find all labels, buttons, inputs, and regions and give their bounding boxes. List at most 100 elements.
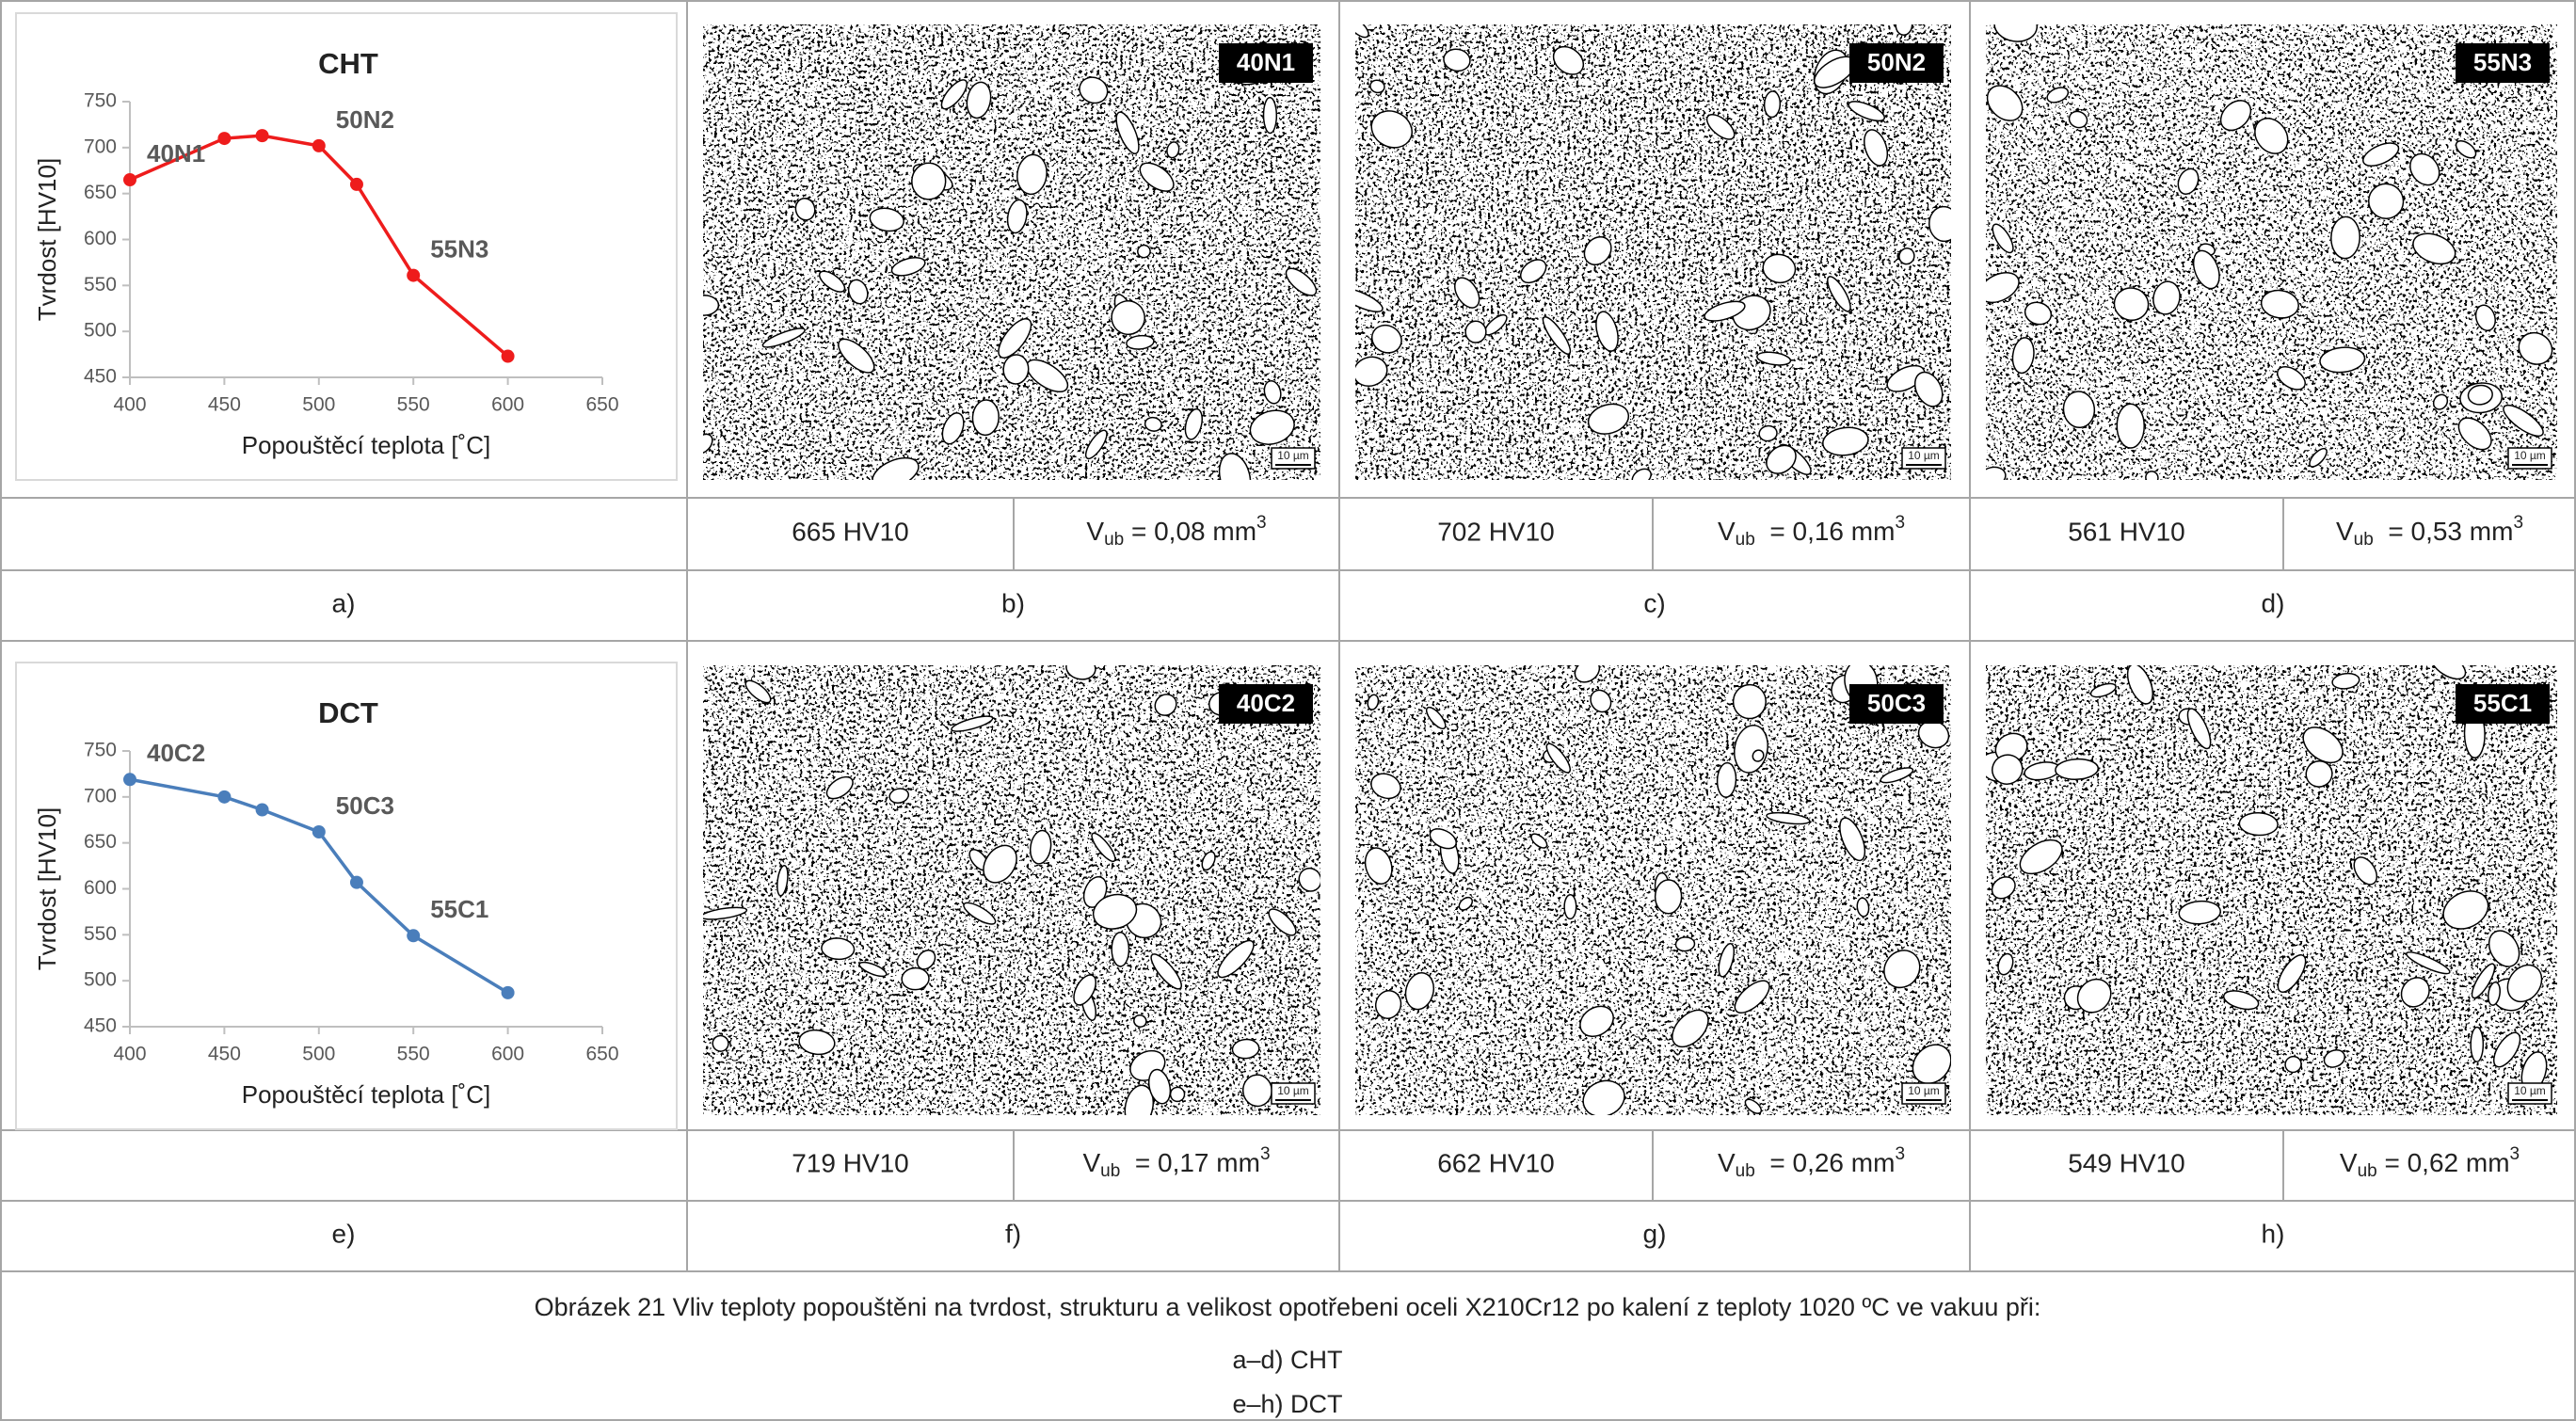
figure: a)40N110 µm665 HV10Vub = 0,08 mm3b)50N21… [0,0,2576,1421]
micrograph: 55N310 µm [1975,7,2558,489]
wear-volume: Vub = 0,17 mm3 [1082,1144,1270,1181]
y-tick-label: 550 [84,274,117,295]
panel-letter: g) [1643,1219,1667,1248]
wear-volume: Vub = 0,26 mm3 [1718,1144,1905,1181]
y-tick-label: 750 [84,90,117,112]
y-tick-label: 450 [84,1015,117,1037]
data-point [312,825,326,838]
data-point [502,986,515,999]
sample-tag: 55N3 [2456,43,2550,83]
data-point [502,350,515,363]
x-axis-title: Popouštěcí teplota [˚C] [242,431,490,459]
panel-letter: a) [332,588,356,617]
micrograph: 55C1 10 µm [1976,647,2557,1115]
y-axis-title: Tvrdost [HV10] [33,158,61,321]
x-tick-label: 600 [491,394,524,416]
point-annotation: 55C1 [430,895,488,923]
x-tick-label: 500 [302,394,335,416]
y-tick-label: 650 [84,182,117,203]
wear-text: = 0,26 mm [1755,1148,1896,1177]
wear-symbol: V [1082,1148,1100,1177]
scale-bar-label: 10 µm [1277,1084,1309,1097]
y-tick-label: 600 [84,228,117,249]
wear-text: = 0,08 mm [1124,517,1256,546]
x-tick-label: 450 [208,1044,241,1065]
wear-symbol: V [1086,517,1104,546]
wear-superscript: 3 [2510,1144,2520,1164]
data-point [123,773,136,786]
hardness: 665 HV10 [792,517,909,546]
point-annotation: 50C3 [336,791,394,820]
x-tick-label: 550 [397,394,430,416]
carbide [911,162,947,200]
wear-text: = 0,62 mm [2377,1148,2510,1177]
wear-subscript: ub [2354,530,2374,550]
caption-line: e–h) DCT [1232,1390,1342,1418]
data-point [256,129,269,142]
scale-bar-label: 10 µm [1908,449,1940,462]
point-annotation: 50N2 [336,105,394,134]
x-tick-label: 400 [113,394,146,416]
micrograph-texture [703,665,1320,1115]
wear-subscript: ub [2358,1161,2377,1181]
x-tick-label: 450 [208,394,241,416]
carbide [1263,98,1276,134]
carbide [1564,895,1576,919]
wear-superscript: 3 [2513,513,2523,533]
wear-subscript: ub [1104,530,1124,550]
wear-text: = 0,53 mm [2374,517,2514,546]
hardness: 662 HV10 [1437,1148,1555,1177]
panel-letter: e) [332,1219,356,1248]
scale-bar-label: 10 µm [2514,1084,2546,1097]
y-tick-label: 650 [84,831,117,853]
wear-volume: Vub = 0,16 mm3 [1718,513,1905,550]
sample-tag: 55C1 [2456,684,2550,724]
micrograph-texture [1355,665,1951,1115]
sample-tag-text: 50C3 [1867,689,1926,717]
hardness: 549 HV10 [2068,1148,2185,1177]
carbide [902,967,930,990]
wear-superscript: 3 [1895,513,1905,533]
data-point [123,173,136,186]
sample-tag: 50C3 [1849,684,1944,724]
micrograph-texture [703,24,1320,480]
scale-bar-label: 10 µm [1908,1084,1940,1097]
x-axis-title: Popouštěcí teplota [˚C] [242,1080,490,1109]
y-tick-label: 550 [84,923,117,945]
point-annotation: 40C2 [147,739,205,767]
carbide [1112,933,1128,966]
carbide [2471,1027,2483,1062]
wear-subscript: ub [1100,1161,1120,1181]
micrograph: 40C2 10 µm [700,654,1325,1130]
panel-letter: d) [2262,588,2285,617]
x-tick-label: 650 [585,394,618,416]
y-axis-title: Tvrdost [HV10] [33,807,61,970]
carbide [1655,880,1681,914]
micrograph: 40N110 µm [689,24,1320,503]
point-annotation: 40N1 [147,139,205,168]
data-point [217,790,231,804]
data-point [217,132,231,145]
y-tick-label: 700 [84,785,117,806]
x-tick-label: 650 [585,1044,618,1065]
carbide [2330,216,2360,259]
sample-tag-text: 40C2 [1237,689,1295,717]
wear-superscript: 3 [1260,1144,1271,1164]
micrograph: 50N2 10 µm [1336,14,1960,488]
y-tick-label: 500 [84,969,117,991]
wear-volume: Vub = 0,08 mm3 [1086,513,1266,550]
sample-tag: 50N2 [1849,43,1944,83]
carbide [2117,404,2144,448]
data-point [350,178,363,191]
carbide [1465,321,1486,343]
chart: CHT4505005506006507007504004505005506006… [16,13,677,480]
micrograph-texture [1355,24,1951,480]
page: a)40N110 µm665 HV10Vub = 0,08 mm3b)50N21… [0,0,2576,1421]
wear-subscript: ub [1736,530,1755,550]
wear-volume: Vub = 0,62 mm3 [2340,1144,2520,1181]
wear-superscript: 3 [1256,513,1267,533]
wear-subscript: ub [1736,1161,1755,1181]
y-tick-label: 500 [84,320,117,342]
sample-tag-text: 40N1 [1237,48,1295,76]
point-annotation: 55N3 [430,234,488,263]
